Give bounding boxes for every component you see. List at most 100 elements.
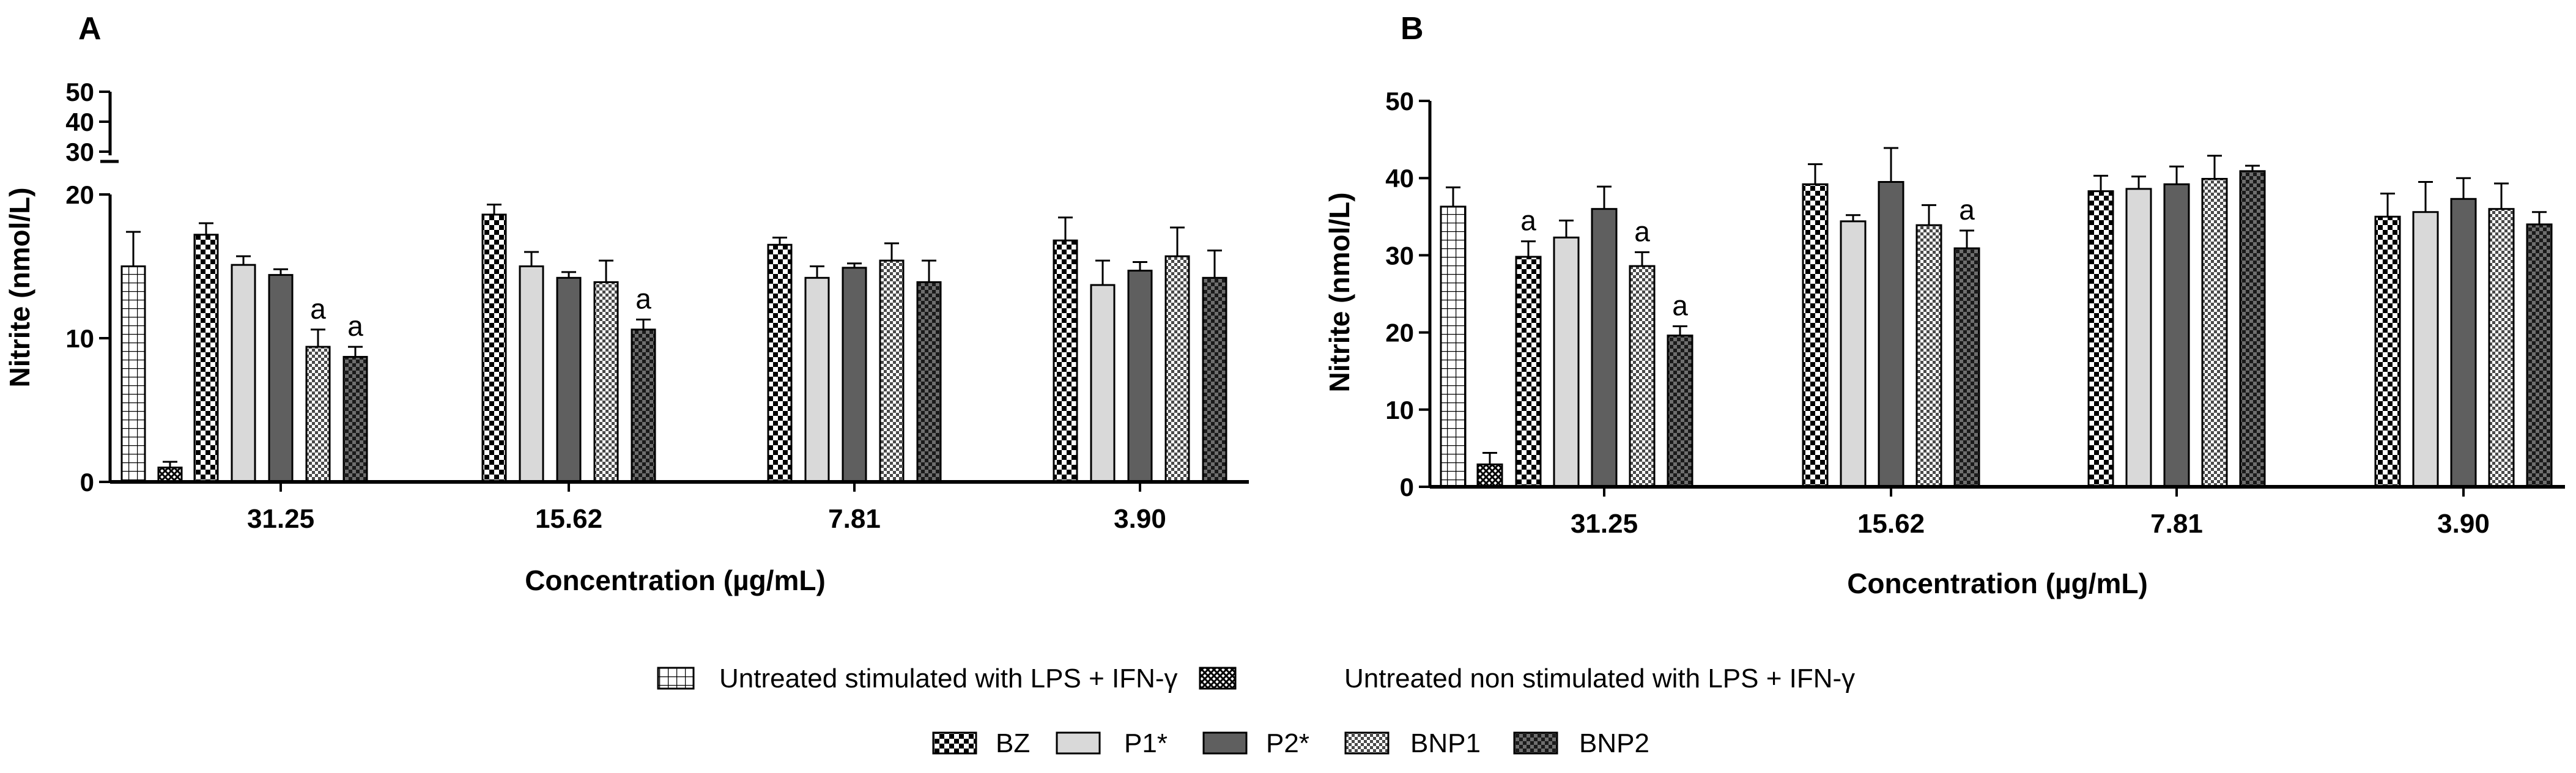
panel-a-y-tick-label: 50: [65, 78, 94, 106]
panel-b-bnp2-31-25-bar: [1667, 335, 1693, 488]
panel-b-bnp2-15-62-bar: [1953, 247, 1980, 488]
cross-pattern-icon: [1199, 667, 1237, 690]
panel-a-bnp1-3-90-bar: [1164, 255, 1190, 483]
panel-a-control-1-bar: [120, 265, 146, 483]
legend-label-bnp2: BNP2: [1579, 728, 1649, 758]
panel-a-p2-31-25-bar: [268, 274, 294, 483]
panel-b-y-axis-title: Nitrite (nmol/L): [1323, 192, 1355, 392]
panel-a-y-tick-label: 0: [80, 468, 94, 497]
panel-b-bz-15-62-bar: [1802, 183, 1829, 488]
panel-b-control-2-bar: [1476, 463, 1503, 488]
panel-b-control-1-bar: [1440, 205, 1467, 488]
panel-a-bnp2-15-62-annotation: a: [635, 283, 651, 314]
panel-a-p2-7-81-bar: [842, 267, 867, 483]
panel-a-bnp2-15-62-bar: [631, 328, 656, 483]
panel-b-y-tick-label: 50: [1385, 87, 1414, 116]
panel-a-x-tick-label: 31.25: [247, 504, 314, 534]
panel-a-x-tick-label: 3.90: [1114, 504, 1166, 534]
panel-b-p2-7-81-bar: [2163, 183, 2190, 488]
panel-a-p1-15-62-bar: [519, 265, 544, 483]
panel-a-x-tick-label: 15.62: [535, 504, 602, 534]
legend-item-bnp2: BNP2: [1513, 728, 1649, 758]
panel-b-bnp2-7-81-bar: [2239, 170, 2266, 488]
panel-b-p2-3-90-bar: [2450, 198, 2477, 488]
panel-a-x-axis-title: Concentration (µg/mL): [525, 564, 826, 596]
panel-a-bnp2-3-90-bar: [1202, 276, 1227, 483]
panel-b-bnp1-7-81-bar: [2201, 177, 2228, 488]
panel-a-bnp2-31-25-annotation: a: [347, 310, 363, 342]
dark-gray-fill-icon: [1202, 731, 1248, 755]
panel-a-p1-7-81-bar: [804, 276, 830, 483]
panel-a-control-2-bar: [157, 467, 183, 483]
panel-b-bnp2-3-90-bar: [2526, 223, 2553, 488]
panel-a-bnp1-7-81-bar: [879, 259, 905, 483]
panel-b-x-tick-label: 15.62: [1857, 509, 1925, 539]
panel-a-bnp2-7-81-bar: [916, 281, 942, 483]
legend-item-p2: P2*: [1202, 728, 1309, 758]
panel-b-y-tick-label: 10: [1385, 396, 1414, 424]
legend-item-bnp1: BNP1: [1344, 728, 1481, 758]
panel-a-bz-15-62-bar: [481, 213, 507, 483]
panel-a-y-tick-label: 30: [65, 138, 94, 166]
legend-label-bnp1: BNP1: [1410, 728, 1481, 758]
fine-checker-pattern-icon: [1344, 731, 1390, 755]
panel-a-y-tick-label: 20: [65, 180, 94, 209]
panel-a-p1-3-90-bar: [1090, 284, 1116, 483]
panel-a-label: A: [78, 11, 102, 46]
panel-a: A Nitrite (nmol/L) Concentration (µg/mL)…: [4, 11, 1249, 596]
panel-b-x-axis-title: Concentration (µg/mL): [1847, 568, 2148, 599]
panel-a-p2-3-90-bar: [1127, 270, 1153, 483]
legend-item-p1: P1*: [1056, 728, 1168, 758]
panel-a-bz-31-25-bar: [193, 234, 219, 483]
panel-b-bz-31-25-annotation: a: [1520, 205, 1536, 237]
panel-b-y-tick-label: 30: [1385, 241, 1414, 270]
panel-b-x-tick-label: 31.25: [1571, 509, 1638, 539]
checker-pattern-icon: [932, 731, 977, 755]
panel-b-p2-31-25-bar: [1591, 208, 1618, 488]
panel-a-bz-7-81-bar: [767, 243, 793, 483]
panel-b-y-tick-label: 20: [1385, 319, 1414, 347]
panel-b-y-tick-label: 40: [1385, 164, 1414, 193]
panel-b-x-tick-label: 3.90: [2437, 509, 2490, 539]
panel-a-p1-31-25-bar: [231, 264, 256, 483]
panel-b-p2-15-62-bar: [1878, 181, 1904, 488]
panel-b-bnp1-31-25-annotation: a: [1634, 215, 1650, 247]
legend-label-untreated-non-stimulated: Untreated non stimulated with LPS + IFN-…: [1344, 664, 1855, 693]
legend-label-p2: P2*: [1266, 728, 1309, 758]
panel-b-bz-7-81-bar: [2087, 190, 2114, 488]
panel-a-y-axis-title: Nitrite (nmol/L): [4, 187, 35, 387]
panel-b-bz-31-25-bar: [1515, 256, 1542, 488]
panel-b-p1-15-62-bar: [1840, 220, 1867, 488]
panel-a-bz-3-90-bar: [1053, 239, 1078, 483]
panel-b-bnp1-15-62-bar: [1915, 224, 1942, 488]
panel-b-y-tick-label: 0: [1400, 473, 1414, 501]
legend-label-bz: BZ: [996, 728, 1030, 758]
panel-b-p1-3-90-bar: [2412, 211, 2439, 488]
panel-a-bnp1-31-25-annotation: a: [310, 293, 326, 325]
grid-pattern-icon: [657, 667, 695, 690]
dark-checker-pattern-icon: [1513, 731, 1558, 755]
legend-label-untreated-stimulated: Untreated stimulated with LPS + IFN-γ: [719, 664, 1178, 693]
panel-a-y-tick-label: 10: [65, 324, 94, 353]
panel-a-y-tick-label: 40: [65, 108, 94, 136]
panel-a-bnp2-31-25-bar: [342, 356, 368, 483]
legend-item-untreated-stimulated: Untreated stimulated with LPS + IFN-γ: [657, 664, 1178, 693]
panel-b-x-tick-label: 7.81: [2150, 509, 2203, 539]
panel-a-p2-15-62-bar: [556, 276, 582, 483]
panel-b: B Nitrite (nmol/L) Concentration (µg/mL)…: [1323, 11, 2565, 599]
panel-b-bnp1-3-90-bar: [2488, 208, 2515, 488]
legend-item-untreated-non-stimulated: Untreated non stimulated with LPS + IFN-…: [1199, 664, 1855, 693]
panel-b-bz-3-90-bar: [2374, 215, 2401, 488]
panel-b-bnp2-31-25-annotation: a: [1672, 290, 1688, 322]
light-gray-fill-icon: [1056, 731, 1101, 755]
panel-a-bnp1-31-25-bar: [305, 346, 331, 483]
panel-b-bnp1-31-25-bar: [1629, 265, 1656, 488]
panel-b-p1-31-25-bar: [1553, 236, 1580, 488]
panel-b-p1-7-81-bar: [2125, 188, 2152, 488]
legend: Untreated stimulated with LPS + IFN-γ Un…: [657, 664, 1855, 758]
panel-a-bnp1-15-62-bar: [593, 281, 619, 483]
legend-item-bz: BZ: [932, 728, 1030, 758]
panel-b-bnp2-15-62-annotation: a: [1959, 194, 1975, 226]
